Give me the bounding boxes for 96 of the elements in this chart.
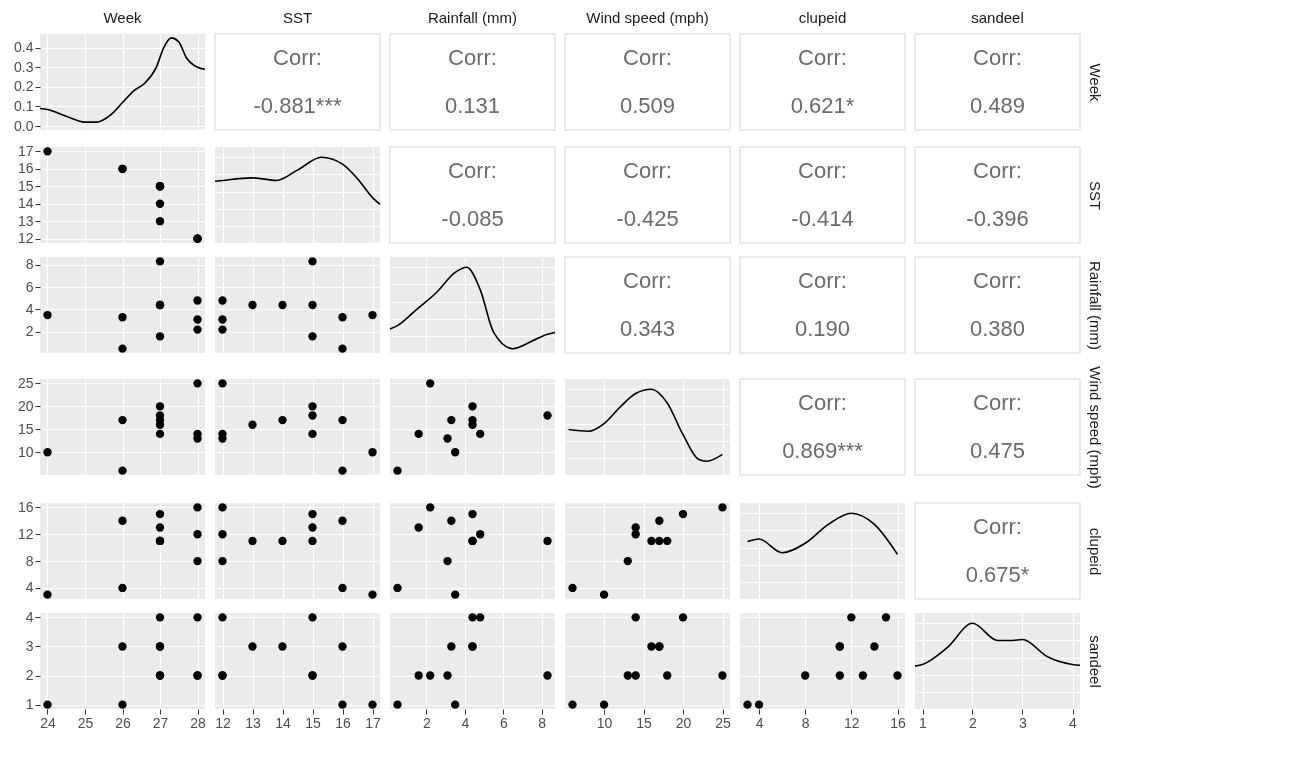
x-tick-label: 12: [215, 714, 231, 731]
text: Corr:: [798, 390, 847, 415]
y-tick-label: 0.3: [14, 58, 34, 75]
text: Rainfall (mm): [427, 9, 518, 26]
x-tick-label: 20: [675, 714, 692, 731]
text: 0.675*: [965, 562, 1030, 587]
text: 0.489: [969, 93, 1026, 118]
text: -0.396: [966, 206, 1029, 231]
x-tick-label: 10: [596, 714, 613, 731]
y-tick-label: 2: [25, 667, 34, 684]
y-tick-label: 2: [25, 323, 34, 340]
text: 0.190: [794, 316, 851, 341]
y-tick-label: 17: [17, 142, 34, 159]
x-tick-label: 28: [190, 714, 206, 731]
text: -0.881***: [253, 93, 342, 118]
text: 0.621*: [790, 93, 855, 118]
x-tick-label: 15: [305, 714, 321, 731]
x-tick-label: 27: [152, 714, 169, 731]
x-tick-label: 2: [422, 714, 431, 731]
x-tick-label: 14: [275, 714, 291, 731]
x-tick-label: 25: [77, 714, 94, 731]
x-tick-label: 8: [538, 714, 547, 731]
y-tick-label: 15: [17, 420, 34, 437]
text: sandeel: [971, 9, 1024, 26]
text: Week: [1086, 63, 1104, 103]
y-tick-label: 25: [17, 374, 34, 391]
text: -0.085: [441, 206, 504, 231]
text: Corr:: [973, 158, 1022, 183]
y-tick-label: 10: [17, 443, 34, 460]
y-tick-label: 20: [17, 397, 34, 414]
x-tick-label: 4: [1069, 714, 1078, 731]
text: Corr:: [273, 45, 322, 70]
y-tick-label: 8: [25, 552, 34, 569]
x-tick-label: 8: [801, 714, 810, 731]
y-tick-label: 15: [17, 177, 34, 194]
x-tick-label: 6: [499, 714, 508, 731]
y-tick-label: 12: [17, 525, 34, 542]
x-tick-label: 15: [636, 714, 653, 731]
x-tick-label: 12: [844, 714, 860, 731]
x-tick-label: 17: [365, 714, 381, 731]
text: Corr:: [798, 45, 847, 70]
y-tick-label: 0.2: [14, 78, 34, 95]
x-tick-label: 1: [919, 714, 928, 731]
text: Corr:: [973, 268, 1022, 293]
y-tick-label: 1: [25, 696, 34, 713]
text: 0.343: [619, 316, 676, 341]
chart-title: Week: [103, 9, 143, 26]
text: Corr:: [448, 158, 497, 183]
text: Corr:: [798, 158, 847, 183]
x-tick-label: 25: [715, 714, 731, 731]
text: Corr:: [448, 45, 497, 70]
text: -0.414: [791, 206, 854, 231]
text: -0.425: [616, 206, 679, 231]
y-tick-label: 13: [17, 212, 34, 229]
x-tick-label: 3: [1019, 714, 1028, 731]
text: Corr:: [973, 514, 1022, 539]
text: SST: [1086, 180, 1104, 211]
y-tick-label: 4: [25, 300, 34, 317]
y-tick-label: 16: [17, 498, 34, 515]
text: Corr:: [623, 45, 672, 70]
text: 0.131: [444, 93, 501, 118]
text: Corr:: [798, 268, 847, 293]
x-tick-label: 26: [115, 714, 131, 731]
y-axis-title: sandeel: [1086, 635, 1104, 688]
text: 0.509: [619, 93, 676, 118]
x-tick-label: 24: [40, 714, 56, 731]
y-tick-label: 8: [25, 256, 34, 273]
text: Corr:: [623, 268, 672, 293]
y-tick-label: 0.0: [14, 117, 34, 134]
text: 0.380: [969, 316, 1026, 341]
text: 0.475: [969, 438, 1026, 463]
x-tick-label: 4: [461, 714, 470, 731]
text: Wind speed (mph): [586, 9, 709, 26]
text: clupeid: [1086, 527, 1104, 576]
y-tick-label: 0.4: [14, 39, 34, 56]
text: 0.869***: [782, 438, 864, 463]
y-tick-label: 4: [25, 579, 34, 596]
x-tick-label: 16: [335, 714, 351, 731]
text: Rainfall (mm): [1086, 260, 1104, 351]
y-tick-label: 16: [17, 160, 34, 177]
text: SST: [282, 9, 313, 26]
y-tick-label: 6: [25, 278, 34, 295]
text: Corr:: [623, 158, 672, 183]
y-tick-label: 14: [17, 195, 34, 212]
text: Corr:: [973, 45, 1022, 70]
x-tick-label: 16: [890, 714, 906, 731]
y-tick-label: 12: [17, 230, 34, 247]
x-tick-label: 13: [245, 714, 261, 731]
y-tick-label: 3: [25, 637, 34, 654]
text: Corr:: [973, 390, 1022, 415]
x-tick-label: 2: [969, 714, 978, 731]
y-tick-label: 0.1: [14, 97, 34, 114]
x-tick-label: 4: [755, 714, 764, 731]
text: Wind speed (mph): [1086, 366, 1104, 489]
text: clupeid: [798, 9, 847, 26]
y-tick-label: 4: [25, 608, 34, 625]
